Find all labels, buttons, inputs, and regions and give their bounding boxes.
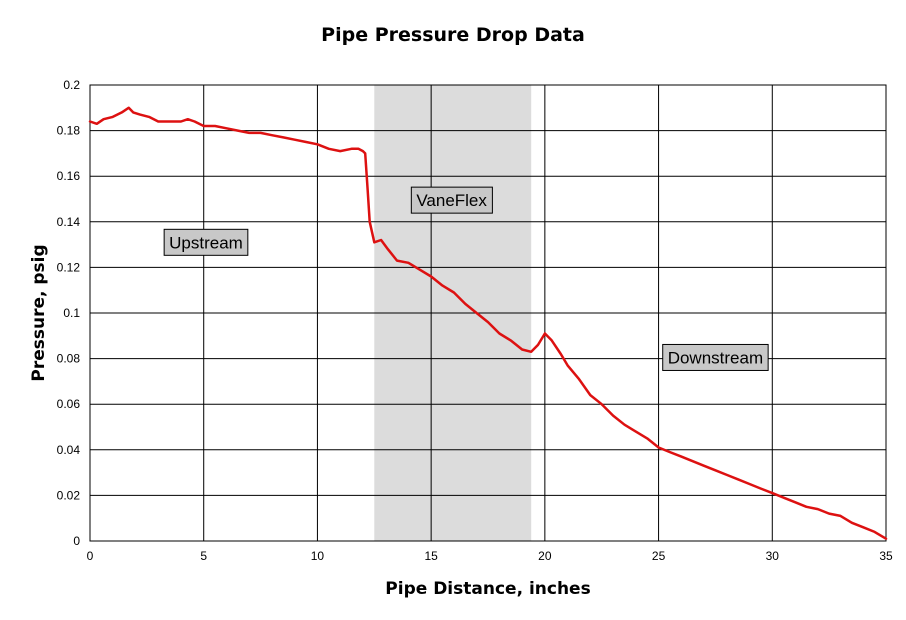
y-tick-labels: 0 0.02 0.04 0.06 0.08 0.1 0.12 0.14 0.16 0.18 0.2 [57, 78, 81, 548]
chart-title: Pipe Pressure Drop Data [321, 24, 585, 46]
annotation-label: VaneFlex [416, 191, 487, 210]
y-tick-label: 0.06 [57, 397, 81, 411]
x-tick-label: 30 [766, 549, 780, 563]
x-tick-label: 20 [538, 549, 552, 563]
plot-area-frame [89, 84, 887, 542]
x-tick-labels: 0 5 10 15 20 25 30 35 [87, 549, 893, 563]
x-axis-title: Pipe Distance, inches [385, 579, 590, 599]
pressure-series-line [88, 106, 888, 540]
y-tick-label: 0.14 [57, 215, 81, 229]
x-tick-label: 10 [311, 549, 325, 563]
annotation-vaneflex: VaneFlex [410, 186, 493, 214]
y-tick-label: 0.04 [57, 443, 81, 457]
x-tick-label: 5 [200, 549, 207, 563]
y-tick-label: 0.02 [57, 488, 81, 502]
y-tick-label: 0.18 [57, 124, 81, 138]
y-tick-label: 0.16 [57, 169, 81, 183]
x-tick-label: 0 [87, 549, 94, 563]
annotation-box [662, 343, 769, 371]
annotation-downstream: Downstream [662, 343, 769, 371]
annotation-box [163, 228, 249, 256]
annotation-box [410, 186, 493, 214]
annotation-label: Downstream [668, 348, 763, 367]
annotation-label: Upstream [169, 233, 243, 252]
y-axis-title: Pressure, psig [29, 244, 49, 381]
x-tick-label: 25 [652, 549, 666, 563]
y-tick-label: 0.2 [63, 78, 80, 92]
x-tick-label: 35 [879, 549, 893, 563]
y-tick-label: 0.08 [57, 352, 81, 366]
y-tick-label: 0.12 [57, 260, 81, 274]
y-tick-label: 0.1 [63, 306, 80, 320]
y-tick-label: 0 [73, 534, 80, 548]
annotation-upstream: Upstream [163, 228, 249, 256]
x-tick-label: 15 [424, 549, 438, 563]
series-layer [88, 106, 888, 540]
annotations: Upstream VaneFlex Downstream [163, 186, 769, 371]
